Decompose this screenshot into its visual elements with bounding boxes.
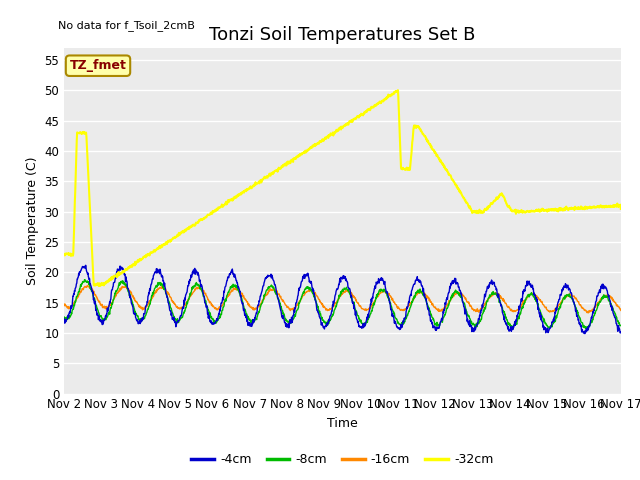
Legend: -4cm, -8cm, -16cm, -32cm: -4cm, -8cm, -16cm, -32cm [186, 448, 499, 471]
Text: TZ_fmet: TZ_fmet [70, 59, 127, 72]
Y-axis label: Soil Temperature (C): Soil Temperature (C) [26, 156, 38, 285]
Title: Tonzi Soil Temperatures Set B: Tonzi Soil Temperatures Set B [209, 25, 476, 44]
Text: No data for f_Tsoil_2cmB: No data for f_Tsoil_2cmB [58, 20, 195, 31]
X-axis label: Time: Time [327, 417, 358, 430]
